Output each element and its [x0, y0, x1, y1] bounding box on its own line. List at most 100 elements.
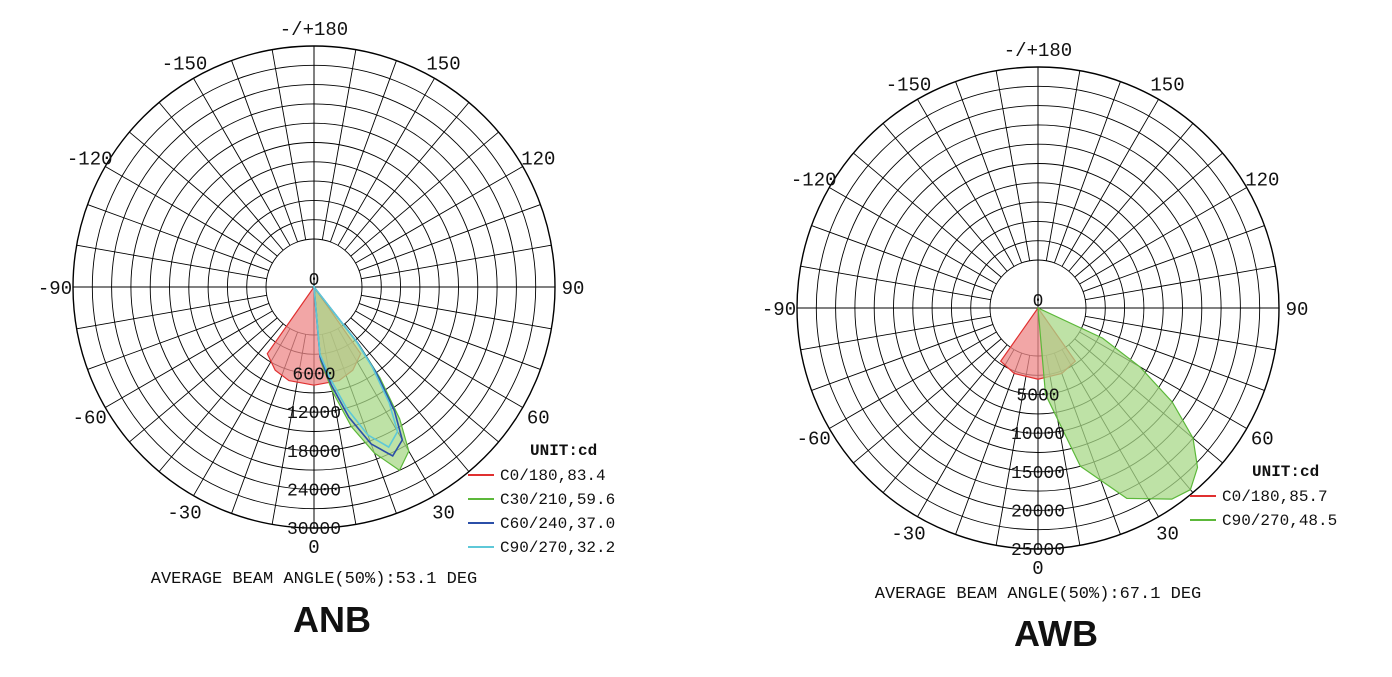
unit-label: UNIT:cd	[1252, 463, 1319, 481]
angle-label: 60	[1251, 429, 1274, 451]
beam-angle-footer: AVERAGE BEAM ANGLE(50%):67.1 DEG	[875, 585, 1201, 604]
grid-spoke	[829, 331, 997, 429]
legend-label: C0/180,85.7	[1222, 488, 1328, 506]
radial-tick-label: 12000	[287, 404, 341, 424]
grid-spoke	[829, 187, 997, 285]
grid-spoke	[158, 323, 284, 472]
legend-label: C0/180,83.4	[500, 467, 606, 485]
radial-tick-label: 6000	[292, 366, 335, 386]
radial-tick-label: 18000	[287, 443, 341, 463]
legend-label: C90/270,48.5	[1222, 512, 1337, 530]
grid-spoke	[853, 152, 1002, 278]
angle-label: 90	[1286, 299, 1309, 321]
grid-spoke	[361, 294, 552, 330]
angle-label: 150	[426, 54, 460, 76]
angle-label: 30	[1156, 523, 1179, 545]
radial-tick-label: 15000	[1011, 464, 1065, 484]
radial-tick-label: 24000	[287, 481, 341, 501]
grid-spoke	[800, 315, 991, 351]
grid-spoke	[955, 81, 1023, 264]
angle-label: -150	[162, 54, 208, 76]
grid-spoke	[158, 102, 284, 251]
angle-label: -60	[73, 408, 107, 430]
series-curve-3	[312, 284, 399, 449]
grid-spoke	[344, 323, 470, 472]
polar-chart-awb: -/+180 150 120 90 60 30 0 -30 -60 -90 -120 -150 0 500…	[762, 40, 1337, 654]
chart-title: ANB	[293, 599, 371, 640]
grid-spoke	[358, 204, 541, 272]
grid-spoke	[129, 317, 278, 443]
center-label: 0	[1033, 292, 1044, 312]
grid-spoke	[1074, 152, 1223, 278]
grid-spoke	[193, 78, 291, 246]
radial-tick-label: 10000	[1011, 425, 1065, 445]
angle-label: 120	[521, 149, 555, 171]
angle-label: -90	[38, 278, 72, 300]
angle-label: 60	[527, 408, 550, 430]
grid-spoke	[917, 349, 1015, 517]
grid-spoke	[882, 123, 1008, 272]
chart-title: AWB	[1014, 613, 1098, 654]
grid-spoke	[271, 49, 307, 240]
grid-spoke	[355, 166, 523, 264]
grid-spoke	[358, 302, 541, 370]
grid-spoke	[129, 131, 278, 257]
angle-label: -90	[762, 299, 796, 321]
grid-spoke	[1045, 70, 1081, 261]
beam-angle-footer: AVERAGE BEAM ANGLE(50%):53.1 DEG	[151, 570, 477, 589]
grid-spoke	[344, 102, 470, 251]
angle-label: -/+180	[280, 19, 348, 41]
angle-label: -30	[891, 523, 925, 545]
grid-spoke	[321, 49, 357, 240]
grid-spoke	[337, 78, 435, 246]
grid-spoke	[800, 265, 991, 301]
grid-spoke	[355, 310, 523, 408]
angle-label: -30	[167, 502, 201, 524]
grid-spoke	[350, 131, 499, 257]
grid-spoke	[811, 225, 994, 293]
grid-spoke	[231, 60, 299, 243]
grid-spoke	[87, 204, 270, 272]
grid-spoke	[361, 244, 552, 280]
grid-spoke	[853, 338, 1002, 464]
grid-spoke	[329, 60, 397, 243]
grid-spoke	[76, 244, 267, 280]
angle-label: 0	[308, 537, 319, 559]
grid-spoke	[105, 310, 273, 408]
grid-spoke	[1082, 225, 1265, 293]
legend-label: C30/210,59.6	[500, 491, 615, 509]
center-label: 0	[309, 271, 320, 291]
radial-tick-label: 20000	[1011, 502, 1065, 522]
angle-label: 30	[432, 502, 455, 524]
grid-spoke	[350, 317, 499, 443]
grid-spoke	[955, 352, 1023, 535]
angle-label: 120	[1245, 170, 1279, 192]
grid-spoke	[105, 166, 273, 264]
grid-spoke	[76, 294, 267, 330]
angle-label: -150	[886, 75, 932, 97]
radial-tick-label: 30000	[287, 520, 341, 540]
grid-spoke	[1082, 323, 1265, 391]
angle-label: 0	[1032, 558, 1043, 580]
legend-label: C90/270,32.2	[500, 539, 615, 557]
grid-spoke	[995, 355, 1031, 546]
polar-chart-anb: -/+180 150 120 90 60 30 0 -30 -60 -90 -120 -150 0 600…	[38, 19, 615, 640]
grid-spoke	[1061, 99, 1159, 267]
grid-spoke	[917, 99, 1015, 267]
series-curve-1	[1037, 307, 1199, 500]
angle-label: -60	[797, 429, 831, 451]
grid-spoke	[1068, 123, 1194, 272]
angle-label: 150	[1150, 75, 1184, 97]
grid-spoke	[882, 344, 1008, 493]
angle-label: 90	[562, 278, 585, 300]
grid-spoke	[995, 70, 1031, 261]
grid-spoke	[1079, 187, 1247, 285]
angle-label: -120	[67, 149, 113, 171]
angle-label: -/+180	[1004, 40, 1072, 62]
grid-spoke	[1085, 315, 1276, 351]
radial-tick-label: 25000	[1011, 541, 1065, 561]
radial-tick-label: 5000	[1016, 387, 1059, 407]
grid-spoke	[1085, 265, 1276, 301]
grid-spoke	[811, 323, 994, 391]
